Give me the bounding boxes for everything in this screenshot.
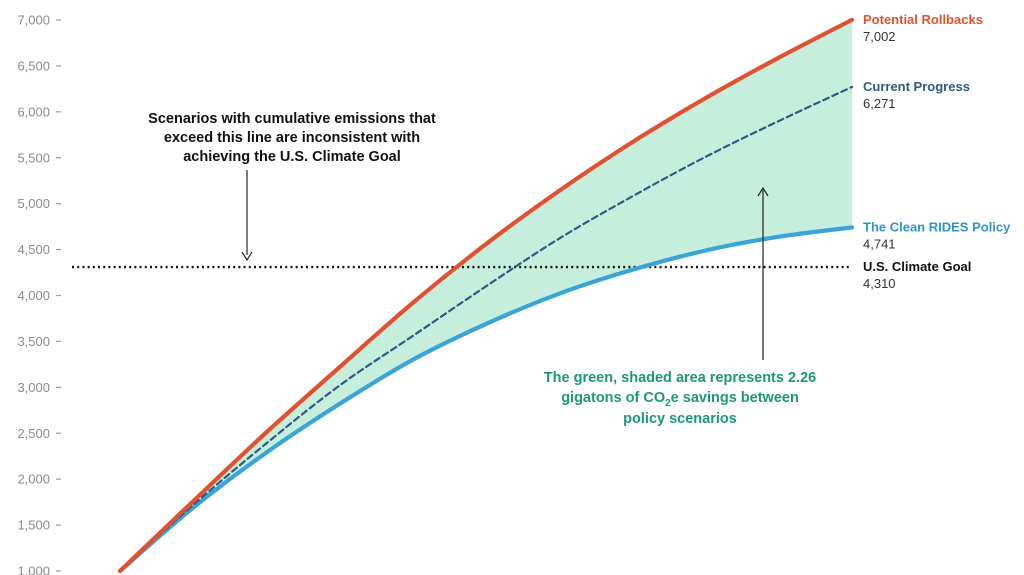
savings-note-arrow-head <box>757 186 769 197</box>
series-label-current-progress: Current Progress <box>863 79 970 94</box>
y-axis: 1,000 1,500 2,000 2,500 3,000 3,500 4,000 4,500… <box>17 13 61 575</box>
goal-note-arrow-head <box>241 251 253 262</box>
goal-note-line-3: achieving the U.S. Climate Goal <box>183 149 401 165</box>
y-tick-label: 1,500 <box>17 518 50 533</box>
series-value-potential-rollbacks: 7,002 <box>863 29 896 44</box>
y-tick-label: 3,500 <box>17 334 50 349</box>
savings-note-line-2: gigatons of CO2e savings between <box>561 390 799 409</box>
y-tick-label: 6,000 <box>17 104 50 119</box>
series-lines <box>117 17 855 574</box>
goal-note-line-1: Scenarios with cumulative emissions that <box>148 111 436 127</box>
series-value-current-progress: 6,271 <box>863 96 896 111</box>
y-tick-label: 2,000 <box>17 472 50 487</box>
y-tick-label: 2,500 <box>17 426 50 441</box>
y-tick-label: 4,500 <box>17 242 50 257</box>
series-value-us-climate-goal: 4,310 <box>863 276 896 291</box>
savings-note-line-3: policy scenarios <box>623 411 737 427</box>
y-tick-label: 6,500 <box>17 58 50 73</box>
series-label-the-clean-rides-policy: The Clean RIDES Policy <box>863 219 1011 234</box>
y-tick-label: 5,000 <box>17 196 50 211</box>
series-line-current-progress <box>118 85 854 573</box>
goal-annotation: Scenarios with cumulative emissions that… <box>148 111 436 262</box>
series-label-us-climate-goal: U.S. Climate Goal <box>863 259 971 274</box>
savings-annotation: The green, shaded area represents 2.26 g… <box>544 186 816 427</box>
y-tick-label: 7,000 <box>17 13 50 28</box>
series-line-potential-rollbacks <box>117 17 855 574</box>
savings-shaded-area <box>120 19 852 571</box>
savings-note-line-1: The green, shaded area represents 2.26 <box>544 370 816 386</box>
goal-note-line-2: exceed this line are inconsistent with <box>164 130 420 146</box>
y-tick-label: 1,000 <box>17 564 50 575</box>
series-end-labels: Potential Rollbacks 7,002 Current Progress… <box>863 12 1011 291</box>
y-tick-label: 5,500 <box>17 150 50 165</box>
y-tick-label: 4,000 <box>17 288 50 303</box>
series-line-the-clean-rides-policy <box>117 225 855 574</box>
series-label-potential-rollbacks: Potential Rollbacks <box>863 12 983 27</box>
y-tick-label: 3,000 <box>17 380 50 395</box>
shaded-savings-region <box>120 19 852 571</box>
series-value-the-clean-rides-policy: 4,741 <box>863 236 896 251</box>
